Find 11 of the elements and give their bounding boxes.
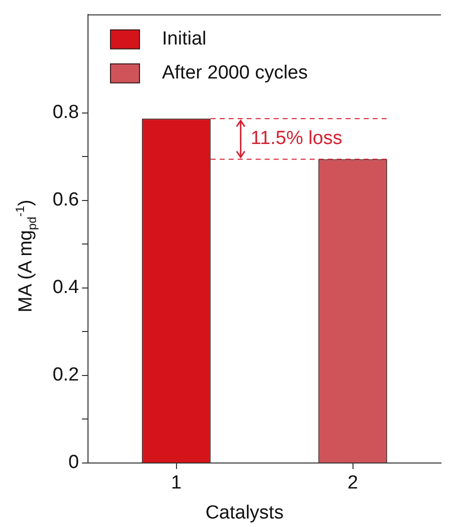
y-tick-label: 0.4: [52, 277, 80, 298]
y-tick-label: 0: [68, 452, 79, 474]
legend-label: Initial: [162, 28, 206, 50]
y-tick-label: 0.8: [52, 102, 79, 124]
legend-label: After 2000 cycles: [162, 62, 308, 84]
y-tick-label: 0.6: [52, 190, 79, 211]
x-axis-title: Catalysts: [205, 502, 284, 524]
annotation: 11.5% loss: [250, 128, 342, 150]
y-tick-label: 0.2: [52, 364, 79, 386]
x-tick-label: 2: [347, 472, 358, 494]
x-tick-label: 1: [170, 472, 182, 494]
